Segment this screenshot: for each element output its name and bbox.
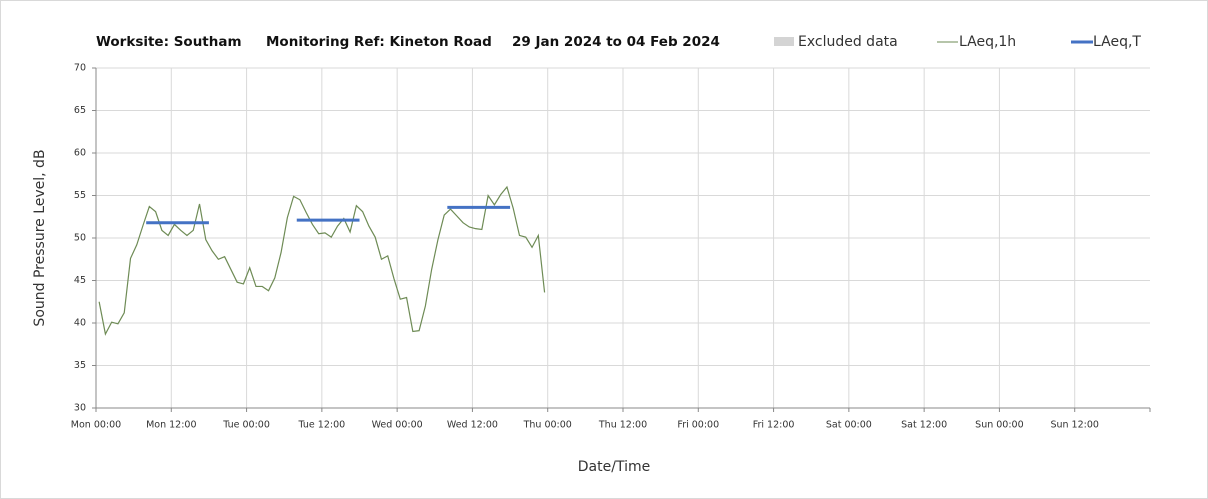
y-tick-label: 35 xyxy=(74,360,86,371)
x-tick-label: Wed 00:00 xyxy=(372,420,423,431)
x-axis-label: Date/Time xyxy=(578,459,650,475)
x-tick-label: Mon 12:00 xyxy=(146,420,196,431)
y-tick-label: 60 xyxy=(74,148,86,159)
y-tick-label: 70 xyxy=(74,63,86,74)
legend-label: Excluded data xyxy=(798,34,898,50)
x-tick-label: Tue 12:00 xyxy=(298,420,346,431)
chart-title: Monitoring Ref: Kineton Road xyxy=(266,34,492,50)
x-tick-label: Mon 00:00 xyxy=(71,420,121,431)
x-tick-label: Sat 12:00 xyxy=(901,420,947,431)
chart-title: 29 Jan 2024 to 04 Feb 2024 xyxy=(512,34,720,50)
x-tick-label: Fri 00:00 xyxy=(677,420,719,431)
legend-label: LAeq,T xyxy=(1093,34,1141,50)
y-tick-label: 40 xyxy=(74,318,86,329)
y-tick-label: 50 xyxy=(74,233,86,244)
y-tick-label: 30 xyxy=(74,403,86,414)
data-line xyxy=(98,185,546,336)
x-tick-label: Sat 00:00 xyxy=(826,420,872,431)
y-tick-label: 65 xyxy=(74,105,86,116)
x-tick-label: Thu 12:00 xyxy=(598,420,647,431)
y-tick-label: 45 xyxy=(74,275,86,286)
chart-title: Worksite: Southam xyxy=(96,34,242,50)
x-tick-label: Sun 00:00 xyxy=(975,420,1023,431)
y-axis-label: Sound Pressure Level, dB xyxy=(32,149,48,326)
y-tick-label: 55 xyxy=(74,190,86,201)
x-tick-label: Sun 12:00 xyxy=(1050,420,1098,431)
x-tick-label: Fri 12:00 xyxy=(753,420,795,431)
legend-label: LAeq,1h xyxy=(959,34,1016,50)
x-tick-label: Tue 00:00 xyxy=(222,420,270,431)
x-tick-label: Wed 12:00 xyxy=(447,420,498,431)
x-tick-label: Thu 00:00 xyxy=(523,420,572,431)
legend-swatch xyxy=(774,37,794,46)
